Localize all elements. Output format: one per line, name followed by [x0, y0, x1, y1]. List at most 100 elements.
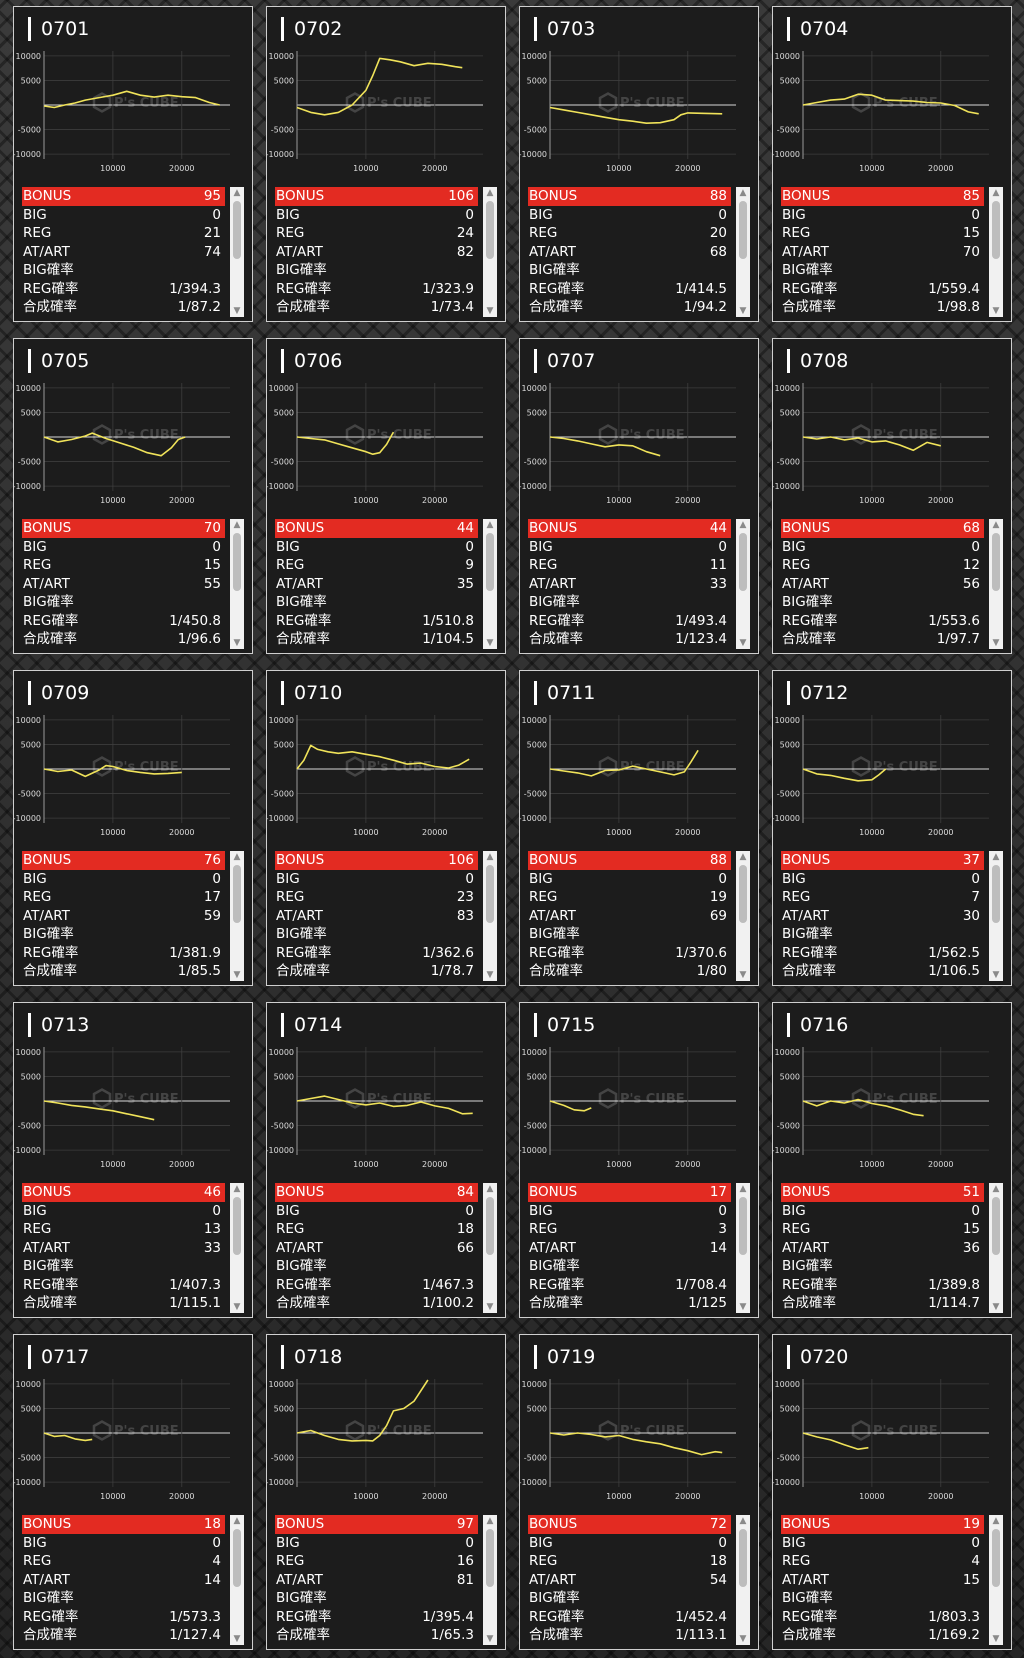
scroll-thumb[interactable] — [992, 865, 1000, 923]
stats-scrollbar[interactable]: ▲ ▼ — [736, 187, 750, 317]
machine-card[interactable]: 0709 10000 5000 -5000 -10000 10000 20000 P's C… — [13, 670, 253, 986]
machine-number[interactable]: 0716 — [787, 1013, 848, 1037]
scroll-down-arrow-icon[interactable]: ▼ — [739, 1634, 747, 1644]
machine-number[interactable]: 0702 — [281, 17, 342, 41]
scroll-up-arrow-icon[interactable]: ▲ — [233, 188, 241, 198]
scroll-up-arrow-icon[interactable]: ▲ — [486, 1184, 494, 1194]
scroll-up-arrow-icon[interactable]: ▲ — [739, 852, 747, 862]
scroll-thumb[interactable] — [739, 1197, 747, 1255]
scroll-down-arrow-icon[interactable]: ▼ — [486, 1302, 494, 1312]
stats-scrollbar[interactable]: ▲ ▼ — [483, 1183, 497, 1313]
stats-scrollbar[interactable]: ▲ ▼ — [230, 519, 244, 649]
machine-card[interactable]: 0717 10000 5000 -5000 -10000 10000 20000 P's C… — [13, 1334, 253, 1650]
scroll-thumb[interactable] — [486, 201, 494, 259]
stats-scrollbar[interactable]: ▲ ▼ — [230, 187, 244, 317]
stats-scrollbar[interactable]: ▲ ▼ — [483, 851, 497, 981]
machine-number[interactable]: 0720 — [787, 1345, 848, 1369]
scroll-up-arrow-icon[interactable]: ▲ — [992, 188, 1000, 198]
machine-card[interactable]: 0720 10000 5000 -5000 -10000 10000 20000 P's C… — [772, 1334, 1012, 1650]
scroll-up-arrow-icon[interactable]: ▲ — [233, 1516, 241, 1526]
stats-scrollbar[interactable]: ▲ ▼ — [989, 187, 1003, 317]
scroll-down-arrow-icon[interactable]: ▼ — [233, 306, 241, 316]
scroll-up-arrow-icon[interactable]: ▲ — [739, 520, 747, 530]
scroll-thumb[interactable] — [992, 201, 1000, 259]
scroll-thumb[interactable] — [739, 865, 747, 923]
scroll-down-arrow-icon[interactable]: ▼ — [739, 638, 747, 648]
scroll-down-arrow-icon[interactable]: ▼ — [486, 970, 494, 980]
stats-scrollbar[interactable]: ▲ ▼ — [989, 1515, 1003, 1645]
scroll-up-arrow-icon[interactable]: ▲ — [486, 1516, 494, 1526]
scroll-thumb[interactable] — [486, 865, 494, 923]
machine-number[interactable]: 0714 — [281, 1013, 342, 1037]
scroll-thumb[interactable] — [233, 865, 241, 923]
scroll-down-arrow-icon[interactable]: ▼ — [233, 970, 241, 980]
scroll-thumb[interactable] — [739, 1529, 747, 1587]
stats-scrollbar[interactable]: ▲ ▼ — [736, 1183, 750, 1313]
machine-number[interactable]: 0712 — [787, 681, 848, 705]
machine-number[interactable]: 0701 — [28, 17, 89, 41]
stats-scrollbar[interactable]: ▲ ▼ — [483, 187, 497, 317]
stats-scrollbar[interactable]: ▲ ▼ — [989, 519, 1003, 649]
scroll-thumb[interactable] — [486, 1197, 494, 1255]
machine-card[interactable]: 0701 10000 5000 -5000 -10000 10000 20000 P's C… — [13, 6, 253, 322]
machine-number[interactable]: 0711 — [534, 681, 595, 705]
machine-card[interactable]: 0702 10000 5000 -5000 -10000 10000 20000 P's C… — [266, 6, 506, 322]
scroll-up-arrow-icon[interactable]: ▲ — [486, 852, 494, 862]
scroll-up-arrow-icon[interactable]: ▲ — [739, 1516, 747, 1526]
stats-scrollbar[interactable]: ▲ ▼ — [483, 519, 497, 649]
scroll-up-arrow-icon[interactable]: ▲ — [486, 188, 494, 198]
scroll-down-arrow-icon[interactable]: ▼ — [233, 1302, 241, 1312]
stats-scrollbar[interactable]: ▲ ▼ — [736, 519, 750, 649]
scroll-up-arrow-icon[interactable]: ▲ — [233, 852, 241, 862]
machine-number[interactable]: 0706 — [281, 349, 342, 373]
machine-card[interactable]: 0716 10000 5000 -5000 -10000 10000 20000 P's C… — [772, 1002, 1012, 1318]
machine-number[interactable]: 0707 — [534, 349, 595, 373]
machine-card[interactable]: 0718 10000 5000 -5000 -10000 10000 20000 P's C… — [266, 1334, 506, 1650]
scroll-down-arrow-icon[interactable]: ▼ — [992, 306, 1000, 316]
scroll-down-arrow-icon[interactable]: ▼ — [992, 638, 1000, 648]
machine-number[interactable]: 0708 — [787, 349, 848, 373]
scroll-down-arrow-icon[interactable]: ▼ — [739, 306, 747, 316]
scroll-up-arrow-icon[interactable]: ▲ — [992, 1184, 1000, 1194]
scroll-thumb[interactable] — [486, 1529, 494, 1587]
scroll-thumb[interactable] — [233, 201, 241, 259]
scroll-thumb[interactable] — [739, 201, 747, 259]
scroll-down-arrow-icon[interactable]: ▼ — [486, 638, 494, 648]
scroll-down-arrow-icon[interactable]: ▼ — [739, 1302, 747, 1312]
stats-scrollbar[interactable]: ▲ ▼ — [989, 1183, 1003, 1313]
scroll-up-arrow-icon[interactable]: ▲ — [233, 1184, 241, 1194]
scroll-down-arrow-icon[interactable]: ▼ — [233, 1634, 241, 1644]
stats-scrollbar[interactable]: ▲ ▼ — [230, 1183, 244, 1313]
machine-card[interactable]: 0713 10000 5000 -5000 -10000 10000 20000 P's C… — [13, 1002, 253, 1318]
stats-scrollbar[interactable]: ▲ ▼ — [989, 851, 1003, 981]
scroll-down-arrow-icon[interactable]: ▼ — [992, 970, 1000, 980]
scroll-thumb[interactable] — [233, 1529, 241, 1587]
machine-number[interactable]: 0719 — [534, 1345, 595, 1369]
machine-number[interactable]: 0717 — [28, 1345, 89, 1369]
machine-card[interactable]: 0703 10000 5000 -5000 -10000 10000 20000 P's C… — [519, 6, 759, 322]
machine-card[interactable]: 0706 10000 5000 -5000 -10000 10000 20000 P's C… — [266, 338, 506, 654]
scroll-thumb[interactable] — [486, 533, 494, 591]
scroll-up-arrow-icon[interactable]: ▲ — [992, 520, 1000, 530]
machine-card[interactable]: 0712 10000 5000 -5000 -10000 10000 20000 P's C… — [772, 670, 1012, 986]
machine-number[interactable]: 0718 — [281, 1345, 342, 1369]
stats-scrollbar[interactable]: ▲ ▼ — [230, 1515, 244, 1645]
stats-scrollbar[interactable]: ▲ ▼ — [230, 851, 244, 981]
scroll-down-arrow-icon[interactable]: ▼ — [992, 1634, 1000, 1644]
machine-card[interactable]: 0707 10000 5000 -5000 -10000 10000 20000 P's C… — [519, 338, 759, 654]
scroll-thumb[interactable] — [739, 533, 747, 591]
stats-scrollbar[interactable]: ▲ ▼ — [736, 851, 750, 981]
machine-card[interactable]: 0719 10000 5000 -5000 -10000 10000 20000 P's C… — [519, 1334, 759, 1650]
stats-scrollbar[interactable]: ▲ ▼ — [483, 1515, 497, 1645]
machine-card[interactable]: 0704 10000 5000 -5000 -10000 10000 20000 P's C… — [772, 6, 1012, 322]
scroll-thumb[interactable] — [992, 1529, 1000, 1587]
machine-number[interactable]: 0705 — [28, 349, 89, 373]
scroll-down-arrow-icon[interactable]: ▼ — [233, 638, 241, 648]
machine-card[interactable]: 0705 10000 5000 -5000 -10000 10000 20000 P's C… — [13, 338, 253, 654]
scroll-up-arrow-icon[interactable]: ▲ — [739, 1184, 747, 1194]
scroll-up-arrow-icon[interactable]: ▲ — [486, 520, 494, 530]
machine-number[interactable]: 0710 — [281, 681, 342, 705]
stats-scrollbar[interactable]: ▲ ▼ — [736, 1515, 750, 1645]
scroll-down-arrow-icon[interactable]: ▼ — [486, 1634, 494, 1644]
scroll-up-arrow-icon[interactable]: ▲ — [992, 852, 1000, 862]
